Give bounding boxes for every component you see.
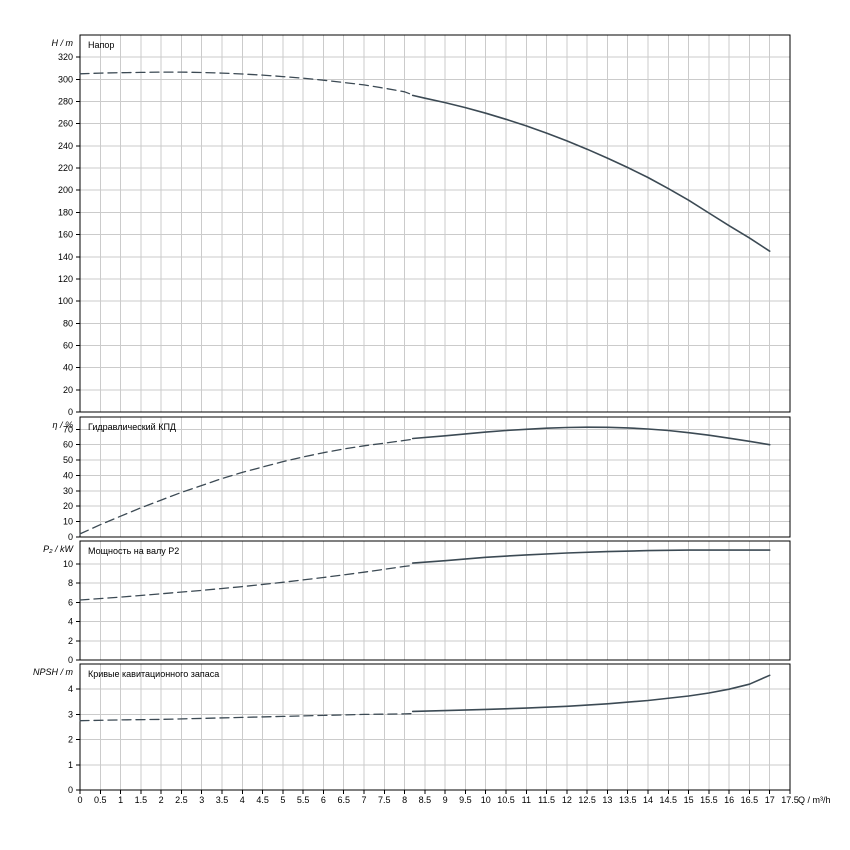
y-tick-label: 260 [58, 119, 73, 129]
x-tick-label: 1 [118, 795, 123, 805]
x-tick-label: 4 [240, 795, 245, 805]
head-curve-solid [411, 94, 771, 252]
y-tick-label: 0 [68, 655, 73, 665]
x-tick-label: 5.5 [297, 795, 310, 805]
x-tick-label: 11 [522, 795, 531, 805]
y-tick-label: 4 [68, 684, 73, 694]
x-tick-label: 5 [280, 795, 285, 805]
y-tick-label: 0 [68, 785, 73, 795]
panel-title: Кривые кавитационного запаса [88, 669, 219, 679]
x-tick-label: 13 [602, 795, 612, 805]
y-tick-label: 120 [58, 274, 73, 284]
x-tick-label: 15 [684, 795, 694, 805]
x-tick-label: 13.5 [619, 795, 637, 805]
y-tick-label: 100 [58, 296, 73, 306]
y-tick-label: 300 [58, 74, 73, 84]
x-tick-label: 6.5 [337, 795, 350, 805]
y-tick-label: 20 [63, 385, 73, 395]
y-axis-unit-label: H / m [52, 38, 74, 48]
panel-2: 0 10 20 30 40 50 60 70η / % Гидравлический КПД [52, 416, 791, 542]
panel-title: Мощность на валу P2 [88, 546, 179, 556]
y-tick-label: 20 [63, 501, 73, 511]
y-tick-label: 4 [68, 617, 73, 627]
panel-frame [79, 663, 791, 791]
y-tick-label: 40 [63, 363, 73, 373]
y-tick-label: 0 [68, 407, 73, 417]
x-tick-label: 12 [562, 795, 572, 805]
x-tick-label: 8 [402, 795, 407, 805]
y-axis-unit-label: P₂ / kW [43, 544, 74, 554]
x-tick-label: 12.5 [578, 795, 596, 805]
y-tick-label: 180 [58, 207, 73, 217]
x-tick-label: 15.5 [700, 795, 718, 805]
panel-frame [79, 540, 791, 661]
x-tick-label: 10.5 [497, 795, 515, 805]
y-tick-label: 8 [68, 578, 73, 588]
power-curve-solid [411, 549, 771, 564]
panel-title: Напор [88, 40, 114, 50]
y-tick-label: 50 [63, 455, 73, 465]
panel-title: Гидравлический КПД [88, 422, 176, 432]
x-tick-label: 16.5 [741, 795, 759, 805]
y-tick-label: 80 [63, 318, 73, 328]
x-tick-label: 9 [443, 795, 448, 805]
y-tick-label: 160 [58, 230, 73, 240]
x-tick-label: 0 [77, 795, 82, 805]
y-tick-label: 320 [58, 52, 73, 62]
y-axis-unit-label: NPSH / m [33, 667, 74, 677]
x-tick-label: 11.5 [538, 795, 555, 805]
panel-frame [79, 416, 791, 538]
power-curve-dashed [79, 564, 414, 601]
y-tick-label: 220 [58, 163, 73, 173]
y-axis-unit-label: η / % [52, 420, 73, 430]
y-tick-label: 0 [68, 532, 73, 542]
x-tick-label: 8.5 [419, 795, 432, 805]
x-tick-label: 7 [361, 795, 366, 805]
panel-frame [79, 34, 791, 413]
x-tick-label: 3.5 [216, 795, 229, 805]
panel-3: 0 2 4 6 8 10 P₂ / kW Мощность на валу P2 [43, 540, 791, 665]
x-tick-label: 14 [643, 795, 653, 805]
y-tick-label: 200 [58, 185, 73, 195]
y-tick-label: 70 [63, 424, 73, 434]
y-tick-label: 2 [68, 636, 73, 646]
y-tick-label: 60 [63, 440, 73, 450]
y-tick-label: 280 [58, 97, 73, 107]
x-tick-label: 14.5 [660, 795, 678, 805]
x-tick-label: 7.5 [378, 795, 391, 805]
y-tick-label: 30 [63, 486, 73, 496]
panel-1: 0 20 40 60 80 100 120 140 160 180 200 220 240 260 280 3… [52, 34, 791, 417]
x-tick-label: 2 [159, 795, 164, 805]
y-tick-label: 240 [58, 141, 73, 151]
y-tick-label: 2 [68, 735, 73, 745]
x-tick-label: 2.5 [175, 795, 188, 805]
efficiency-curve-dashed [79, 438, 414, 535]
y-tick-label: 60 [63, 340, 73, 350]
y-tick-label: 1 [68, 760, 73, 770]
y-tick-label: 6 [68, 597, 73, 607]
x-axis-unit-label: Q / m³/h [798, 795, 831, 805]
y-tick-label: 140 [58, 252, 73, 262]
npsh-curve-solid [411, 674, 771, 713]
x-tick-label: 6 [321, 795, 326, 805]
y-tick-label: 3 [68, 709, 73, 719]
x-tick-label: 1.5 [135, 795, 148, 805]
x-tick-label: 0.5 [94, 795, 107, 805]
x-tick-label: 16 [724, 795, 734, 805]
x-tick-label: 17 [765, 795, 775, 805]
y-tick-label: 10 [63, 517, 73, 527]
x-tick-label: 3 [199, 795, 204, 805]
npsh-curve-dashed [79, 712, 414, 722]
x-tick-label: 9.5 [459, 795, 472, 805]
x-tick-label: 4.5 [256, 795, 269, 805]
x-tick-label: 17.5 [781, 795, 799, 805]
efficiency-curve-solid [411, 426, 771, 446]
x-tick-label: 10 [481, 795, 491, 805]
panel-4: 0 1 2 3 4 NPSH / m Кривые кавитационного запас… [33, 663, 791, 795]
y-tick-label: 40 [63, 470, 73, 480]
y-tick-label: 10 [63, 559, 73, 569]
head-curve-dashed [79, 71, 414, 96]
